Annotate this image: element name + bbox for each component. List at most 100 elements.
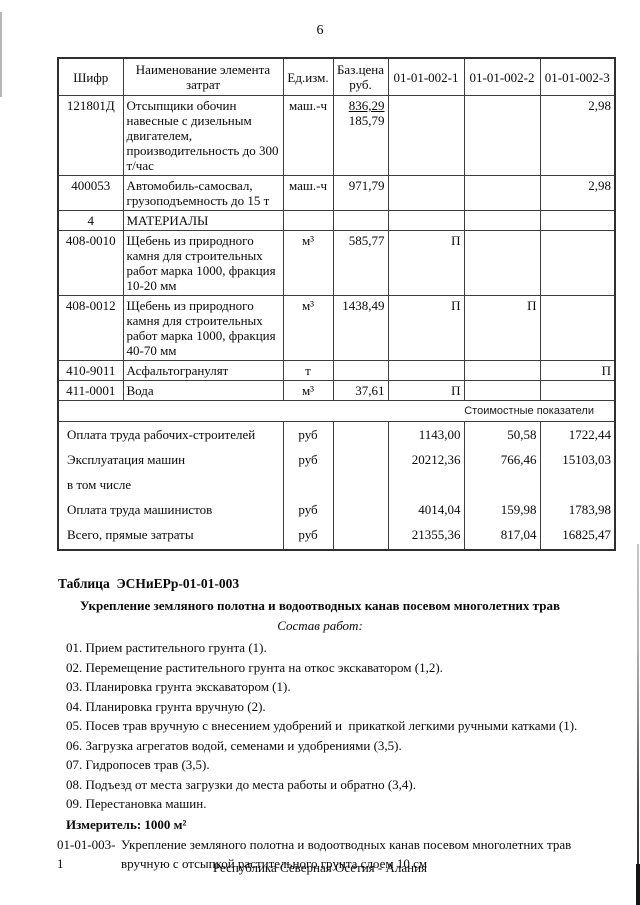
unit-cell: м³ <box>282 295 334 361</box>
summary-value-obj2: 817,04 <box>463 522 541 550</box>
value-cell-obj1 <box>387 360 465 381</box>
summary-row: Эксплуатация машин руб 20212,36 766,46 1… <box>57 447 616 472</box>
code-cell: 121801Д <box>57 95 124 176</box>
scan-edge-artifact-right <box>637 544 639 905</box>
section-title: Укрепление земляного полотна и водоотвод… <box>80 598 560 613</box>
table-row: 400053 Автомобиль-самосвал, грузоподъемн… <box>57 175 616 211</box>
table-row: 408-0010 Щебень из природного камня для … <box>57 230 616 296</box>
entry-text-line1: Укрепление земляного полотна и водоотвод… <box>121 837 572 852</box>
measure-label: Измеритель: 1000 м² <box>66 816 187 832</box>
value-cell-obj1 <box>387 210 465 231</box>
table-header-row: Шифр Наименование элемента затрат Ед.изм… <box>57 57 616 96</box>
summary-unit: руб <box>282 447 334 472</box>
unit-cell: маш.-ч <box>282 95 334 176</box>
price-cell <box>332 210 389 231</box>
unit-cell <box>282 210 334 231</box>
summary-value-obj2: 159,98 <box>463 497 541 522</box>
cost-indicators-band: Стоимостные показатели <box>58 400 615 422</box>
scan-edge-artifact-blob <box>636 864 640 905</box>
summary-baseprice <box>332 421 389 447</box>
summary-value-obj2: 766,46 <box>463 447 541 472</box>
work-item: 09. Перестановка машин. <box>66 796 207 811</box>
summary-row: в том числе <box>57 472 616 497</box>
summary-value-obj3: 1783,98 <box>539 497 616 522</box>
summary-value-obj1 <box>387 472 465 497</box>
summary-name: в том числе <box>57 472 284 497</box>
entry-code: 01-01-003-1 <box>57 837 116 871</box>
price-cell: 1438,49 <box>332 295 389 361</box>
summary-baseprice <box>332 497 389 522</box>
name-cell: Вода <box>122 380 284 401</box>
work-composition-label: Состав работ: <box>277 618 363 633</box>
code-cell: 400053 <box>57 175 124 211</box>
table-row: 408-0012 Щебень из природного камня для … <box>57 295 616 361</box>
page-number: 6 <box>316 23 324 38</box>
name-cell: Асфальтогранулят <box>122 360 284 381</box>
summary-unit <box>282 472 334 497</box>
unit-cell: т <box>282 360 334 381</box>
value-cell-obj2 <box>463 95 541 176</box>
unit-cell: м³ <box>282 380 334 401</box>
header-cell-baseprice: Баз.цена руб. <box>332 57 389 96</box>
unit-cell: маш.-ч <box>282 175 334 211</box>
name-cell: Щебень из природного камня для строитель… <box>122 230 284 296</box>
work-list: 01. Прием растительного грунта (1). 02. … <box>66 638 640 814</box>
work-item: 02. Перемещение растительного грунта на … <box>66 659 443 675</box>
header-cell-obj2: 01-01-002-2 <box>463 57 541 96</box>
name-cell: Щебень из природного камня для строитель… <box>122 295 284 361</box>
summary-value-obj3: 1722,44 <box>539 421 616 447</box>
work-item: 06. Загрузка агрегатов водой, семенами и… <box>66 737 402 753</box>
header-cell-code: Шифр <box>57 57 124 96</box>
summary-row: Оплата труда машинистов руб 4014,04 159,… <box>57 497 616 522</box>
header-cell-obj1: 01-01-002-1 <box>387 57 465 96</box>
table-row: 411-0001 Вода м³ 37,61 П <box>57 380 616 401</box>
code-cell: 410-9011 <box>57 360 124 381</box>
price-cell <box>332 360 389 381</box>
summary-value-obj1: 20212,36 <box>387 447 465 472</box>
entry-text: Укрепление земляного полотна и водоотвод… <box>121 835 607 873</box>
summary-unit: руб <box>282 421 334 447</box>
value-cell-obj3 <box>539 295 616 361</box>
norm-entry: 01-01-003-1 Укрепление земляного полотна… <box>57 835 640 873</box>
table-section-row: 4 МАТЕРИАЛЫ <box>57 210 616 231</box>
summary-unit: руб <box>282 522 334 550</box>
header-cell-unit: Ед.изм. <box>282 57 334 96</box>
summary-name: Оплата труда машинистов <box>57 497 284 522</box>
price-cell: 585,77 <box>332 230 389 296</box>
value-cell-obj2 <box>463 175 541 211</box>
value-cell-obj2 <box>463 210 541 231</box>
summary-value-obj1: 4014,04 <box>387 497 465 522</box>
table-row: 410-9011 Асфальтогранулят т П <box>57 360 616 381</box>
cost-table: Шифр Наименование элемента затрат Ед.изм… <box>57 57 616 551</box>
value-cell-obj1 <box>387 95 465 176</box>
table-label: Таблица ЭСНиЕРр-01-01-003 <box>58 576 240 591</box>
value-cell-obj2 <box>463 380 541 401</box>
summary-value-obj3: 15103,03 <box>539 447 616 472</box>
price-cell: 37,61 <box>332 380 389 401</box>
table-row: 121801Д Отсыпщики обочин навесные с дизе… <box>57 95 616 176</box>
unit-cell: м³ <box>282 230 334 296</box>
summary-name: Эксплуатация машин <box>57 447 284 472</box>
code-cell: 408-0010 <box>57 230 124 296</box>
name-cell: МАТЕРИАЛЫ <box>122 210 284 231</box>
header-cell-name: Наименование элемента затрат <box>122 57 284 96</box>
summary-baseprice <box>332 472 389 497</box>
norm-section: Таблица ЭСНиЕРр-01-01-003 Укрепление зем… <box>0 574 640 873</box>
work-item: 03. Планировка грунта экскаватором (1). <box>66 679 291 694</box>
value-cell-obj1: П <box>387 295 465 361</box>
scan-edge-artifact-left <box>0 12 2 97</box>
cost-indicators-label: Стоимостные показатели <box>58 400 615 422</box>
code-cell: 4 <box>57 210 124 231</box>
value-cell-obj3 <box>539 380 616 401</box>
entry-text-line2: вручную с отсыпкой растительного грунта … <box>121 856 428 871</box>
value-cell-obj3: П <box>539 360 616 381</box>
summary-value-obj1: 21355,36 <box>387 522 465 550</box>
work-item: 05. Посев трав вручную с внесением удобр… <box>66 718 578 733</box>
value-cell-obj3: 2,98 <box>539 95 616 176</box>
price-cell: 836,29 185,79 <box>332 95 389 176</box>
value-cell-obj2: П <box>463 295 541 361</box>
value-cell-obj2 <box>463 230 541 296</box>
page-footer: Республика Северная Осетия - Алания <box>212 860 428 875</box>
code-cell: 408-0012 <box>57 295 124 361</box>
